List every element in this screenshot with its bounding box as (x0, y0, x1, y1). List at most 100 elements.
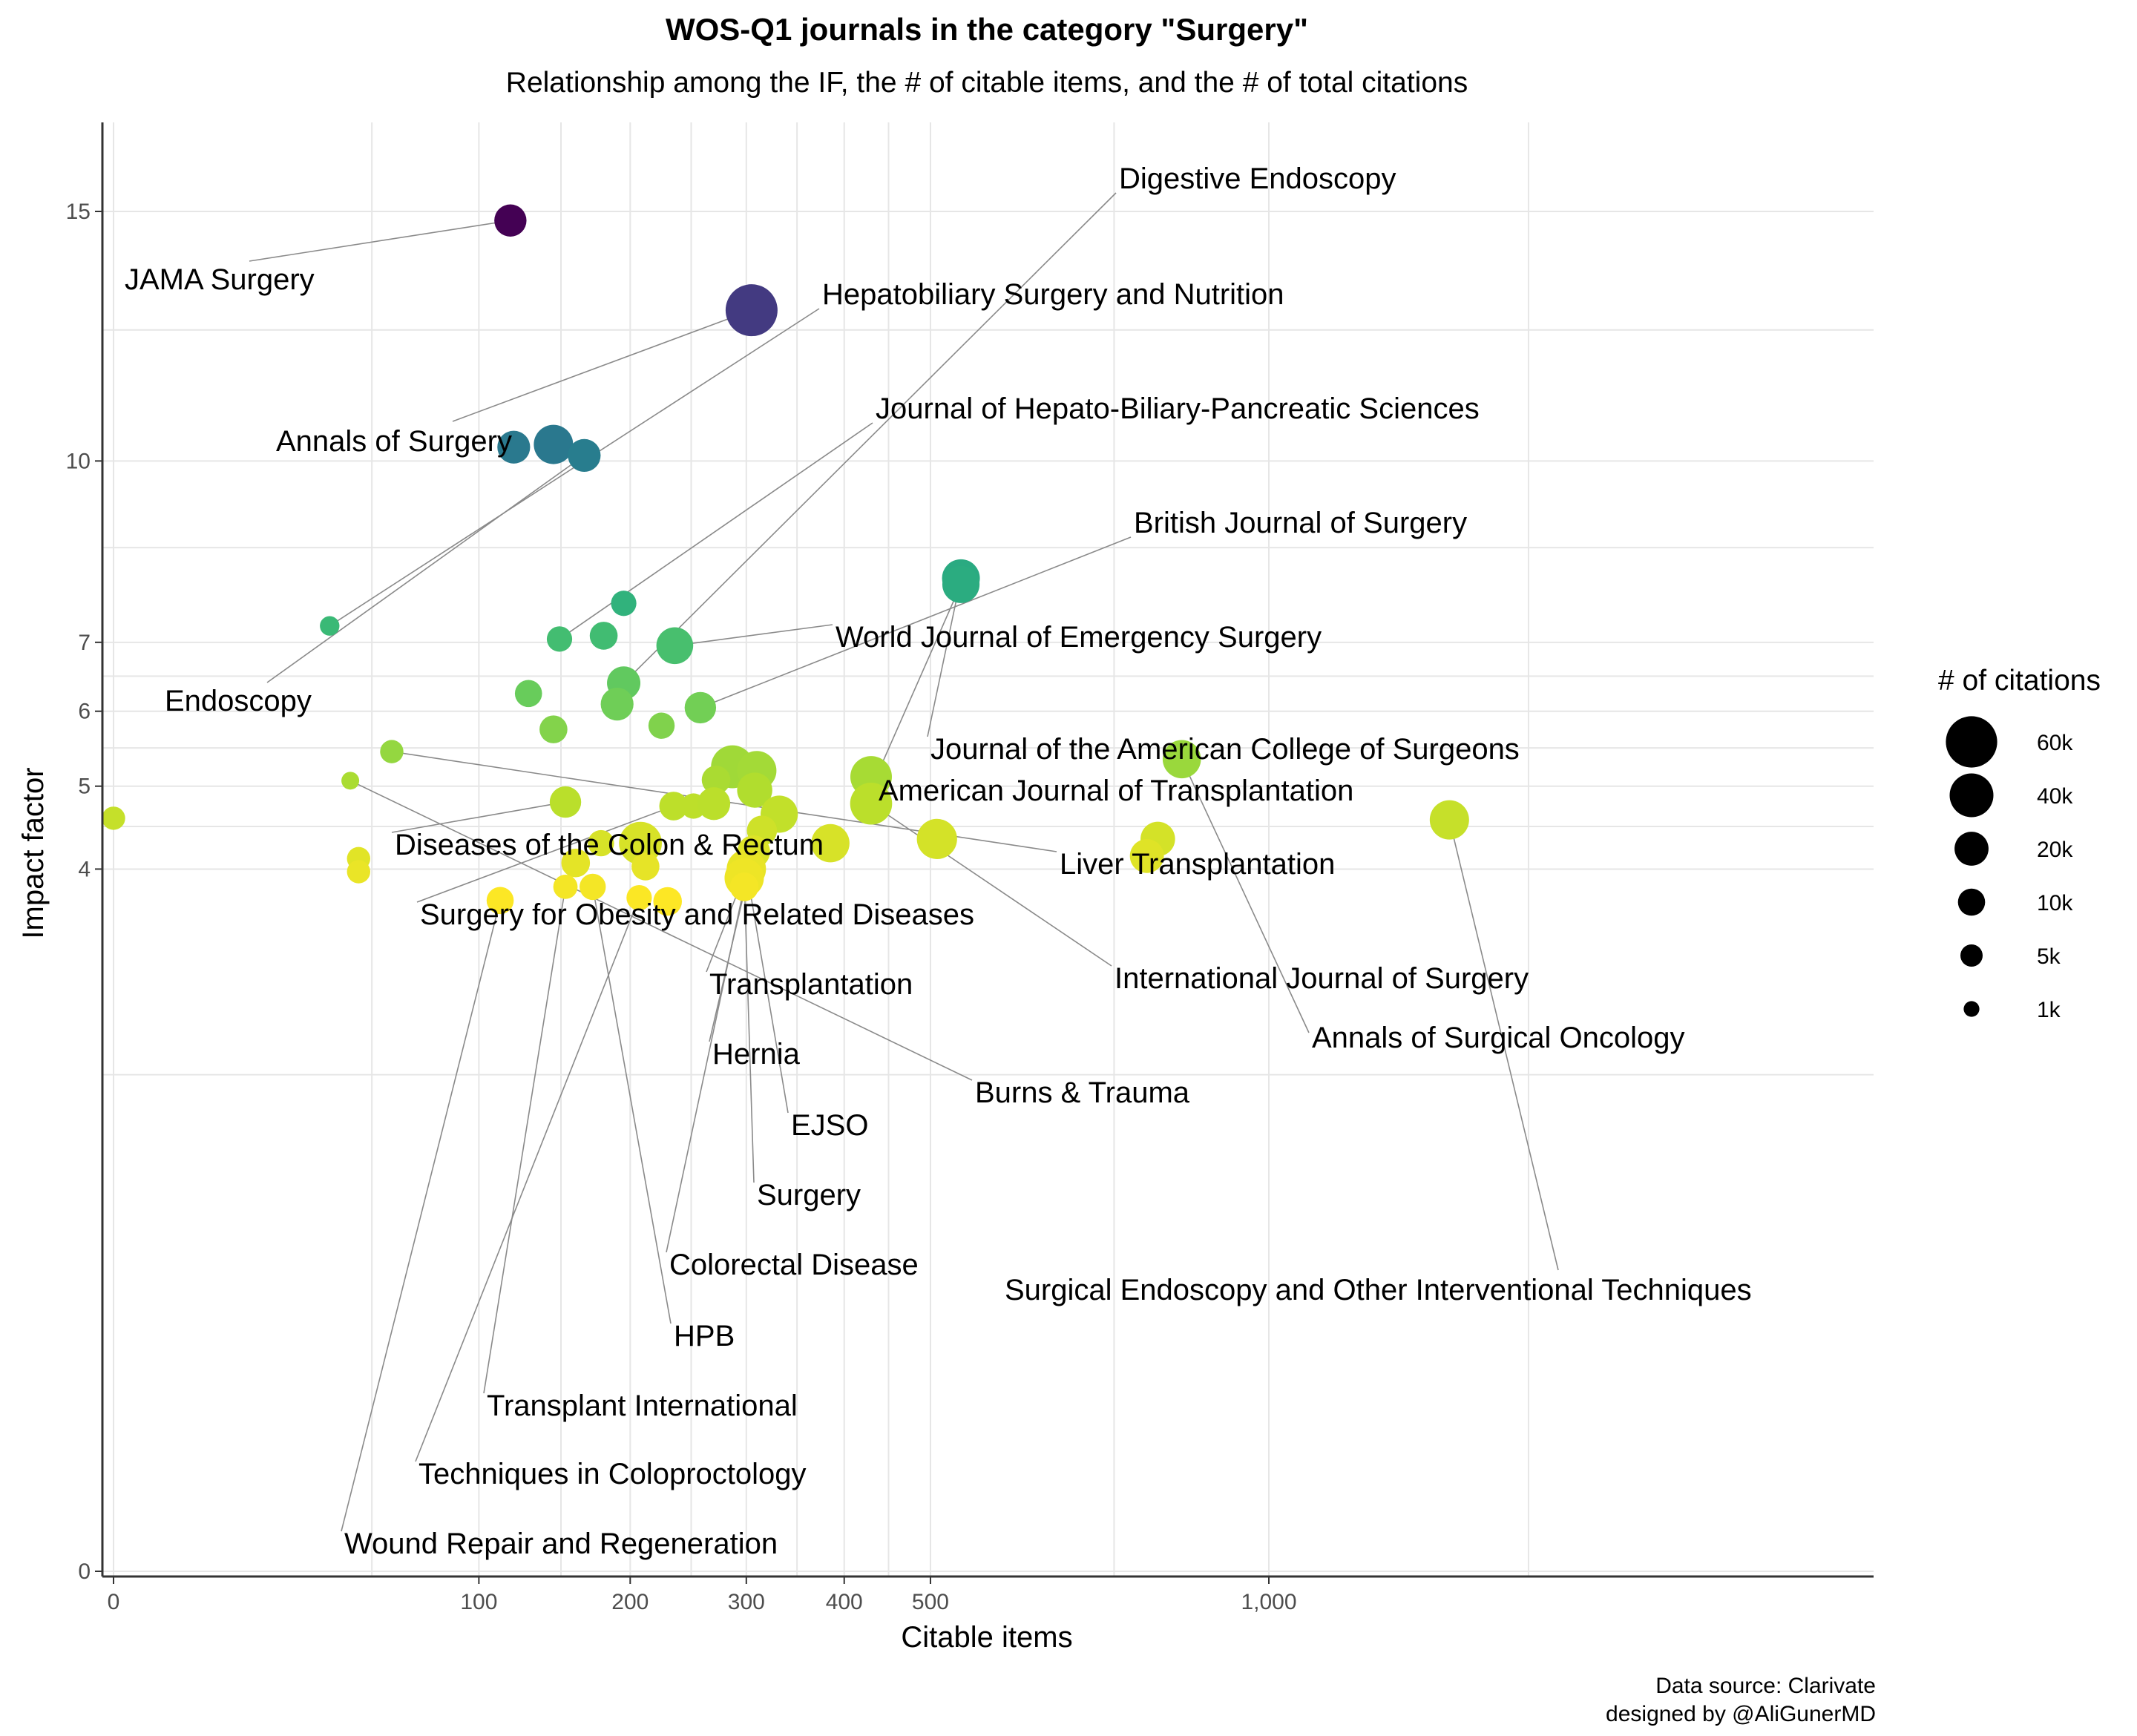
y-tick-label: 0 (78, 1559, 91, 1584)
chart-subtitle: Relationship among the IF, the # of cita… (506, 67, 1468, 99)
point-label: Surgical Endoscopy and Other Interventio… (1005, 1274, 1752, 1306)
legend-size-marker (1963, 1001, 1980, 1017)
data-point (701, 765, 731, 795)
label-leader-line (1181, 758, 1310, 1033)
caption: Data source: Clarivate designed by @AliGu… (1606, 1674, 1876, 1726)
point-label: JAMA Surgery (125, 263, 315, 296)
label-leader-line (666, 887, 745, 1253)
data-point (102, 806, 125, 830)
legend-size-marker (1946, 716, 1998, 768)
label-leader-line (483, 887, 566, 1394)
x-tick-label: 100 (460, 1590, 497, 1614)
data-point (656, 627, 694, 665)
data-point (341, 772, 360, 790)
data-point (347, 860, 370, 884)
data-point (684, 691, 717, 724)
data-point (561, 848, 591, 878)
point-label: International Journal of Surgery (1115, 962, 1529, 995)
x-tick-label: 300 (728, 1590, 765, 1614)
data-point (659, 792, 689, 821)
point-label: Liver Transplantation (1060, 848, 1335, 881)
data-point (549, 786, 582, 818)
label-leader-line (415, 897, 640, 1462)
x-tick-label: 200 (611, 1590, 649, 1614)
data-point (1162, 740, 1201, 779)
axes: 0 100 200 300 400 500 1,000 0 4 5 6 7 10 15 (66, 122, 1874, 1614)
legend-size-marker (1954, 832, 1989, 866)
data-points (102, 204, 1469, 916)
label-leader-line (743, 878, 755, 1183)
label-leader-line (416, 805, 674, 903)
legend-label: 60k (2037, 731, 2073, 755)
point-label: Wound Repair and Regeneration (344, 1528, 778, 1560)
label-leader-line (349, 780, 973, 1081)
x-tick-label: 1,000 (1241, 1590, 1296, 1614)
legend-label: 40k (2037, 784, 2073, 809)
point-label: EJSO (791, 1109, 868, 1142)
data-point (697, 787, 731, 821)
data-point (580, 873, 606, 901)
y-tick-label: 6 (78, 700, 91, 724)
point-label: Journal of Hepato-Biliary-Pancreatic Sci… (876, 392, 1480, 425)
legend-label: 5k (2037, 944, 2061, 969)
label-leader-line (674, 624, 833, 647)
data-point (1429, 800, 1469, 840)
data-point (626, 884, 652, 911)
label-leader-line (266, 455, 585, 683)
data-point (811, 823, 850, 863)
label-leader-line (870, 803, 1112, 967)
label-leader-line (591, 887, 672, 1324)
data-point (546, 626, 573, 652)
data-point (631, 852, 660, 881)
data-point (1129, 838, 1164, 873)
chart-title: WOS-Q1 journals in the category "Surgery… (666, 12, 1308, 47)
y-tick-label: 5 (78, 775, 91, 799)
legend-title: # of citations (1938, 665, 2101, 697)
x-tick-label: 0 (108, 1590, 120, 1614)
point-label: Annals of Surgical Oncology (1312, 1022, 1685, 1054)
x-tick-label: 500 (912, 1590, 949, 1614)
point-label: Transplant International (487, 1390, 798, 1422)
point-label: British Journal of Surgery (1134, 507, 1467, 539)
y-tick-label: 15 (66, 200, 91, 224)
legend-label: 10k (2037, 891, 2073, 915)
label-leader-line (623, 192, 1117, 684)
data-point (553, 875, 578, 899)
size-legend: # of citations 60k 40k 20k 10k 5k 1k (1938, 665, 2101, 1022)
point-label: Colorectal Disease (669, 1249, 919, 1281)
data-point (600, 687, 634, 721)
label-leader-line (391, 801, 566, 833)
caption-line: designed by @AliGunerMD (1606, 1702, 1876, 1726)
label-leader-line (249, 220, 511, 262)
point-label: Hernia (712, 1038, 801, 1071)
data-point (588, 829, 614, 857)
point-label: Diseases of the Colon & Rectum (395, 829, 824, 861)
legend-size-marker (1957, 888, 1986, 916)
y-axis-title: Impact factor (17, 767, 50, 938)
point-label: Endoscopy (165, 685, 312, 717)
data-point (611, 591, 637, 617)
label-leader-line (341, 900, 501, 1532)
legend-size-marker (1949, 773, 1994, 818)
data-point (494, 204, 527, 237)
data-point (737, 772, 772, 808)
y-tick-label: 7 (78, 631, 91, 655)
point-label: Surgery for Obesity and Related Diseases (420, 898, 974, 931)
point-label: Journal of the American College of Surge… (930, 733, 1520, 766)
legend-label: 20k (2037, 838, 2073, 862)
point-label: American Journal of Transplantation (879, 775, 1353, 807)
caption-line: Data source: Clarivate (1655, 1674, 1876, 1698)
point-label: Hepatobiliary Surgery and Nutrition (822, 278, 1284, 311)
data-point (320, 616, 340, 636)
point-label: World Journal of Emergency Surgery (836, 621, 1322, 654)
data-point (850, 782, 893, 825)
label-leader-line (452, 309, 752, 422)
label-leader-line (927, 578, 962, 737)
data-point (514, 680, 542, 708)
point-label: Transplantation (709, 968, 913, 1001)
data-point (534, 424, 574, 464)
data-point (648, 712, 675, 739)
point-label: Techniques in Coloproctology (418, 1458, 807, 1490)
point-label: HPB (674, 1320, 735, 1352)
